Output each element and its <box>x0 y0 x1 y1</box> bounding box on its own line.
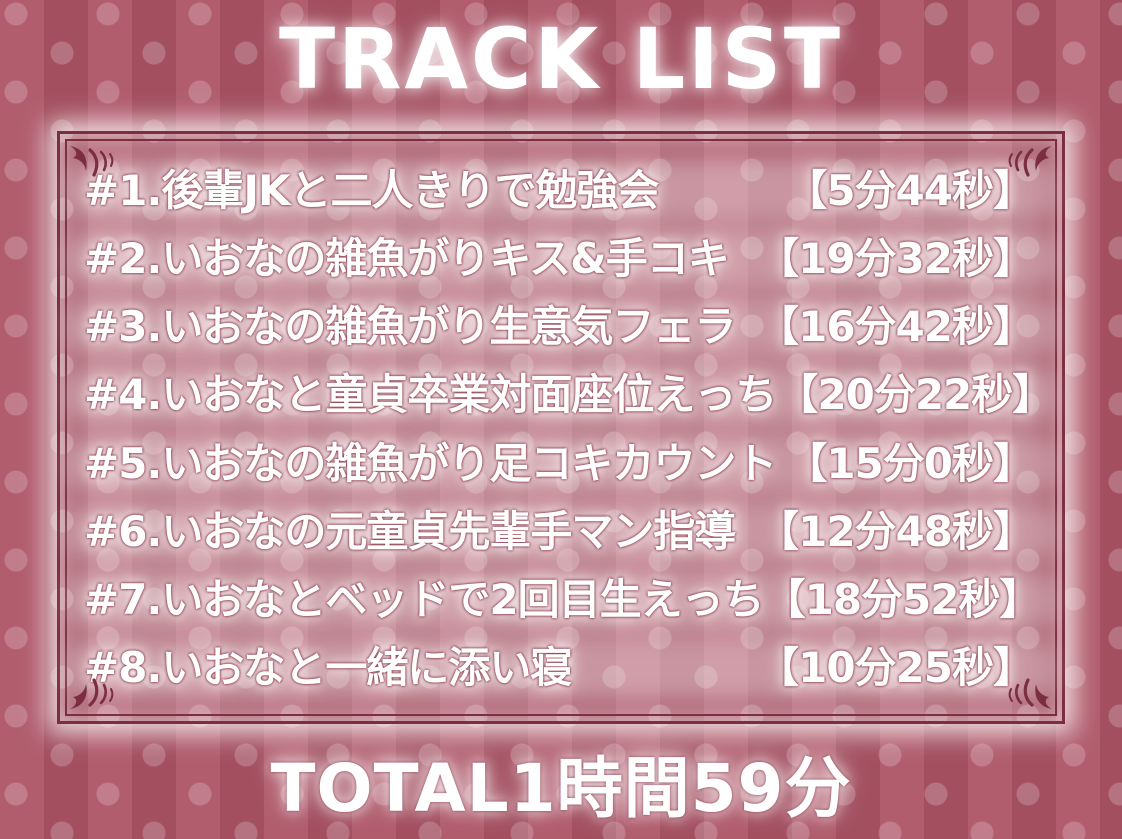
page-title: TRACK LIST <box>278 10 844 108</box>
track-label: #4.いおなと童貞卒業対面座位えっち <box>84 370 777 420</box>
track-duration: 【15分0秒】 <box>785 438 1035 488</box>
corner-flourish-icon <box>68 678 114 711</box>
track-label: #7.いおなとベッドで2回目生えっち <box>84 574 765 624</box>
track-duration: 【20分22秒】 <box>776 370 1054 420</box>
track-label: #1.後輩JKと二人きりで勉強会 <box>84 166 660 215</box>
corner-flourish-icon <box>68 144 114 177</box>
corner-flourish-icon <box>1008 678 1054 711</box>
track-row: #8.いおなと一緒に添い寝 【10分25秒】 <box>76 637 1046 699</box>
track-list: #1.後輩JKと二人きりで勉強会 【5分44秒】 #2.いおなの雑魚がりキス&手… <box>76 160 1054 699</box>
track-label: #6.いおなの元童貞先輩手マン指導 <box>84 506 736 556</box>
track-label: #2.いおなの雑魚がりキス&手コキ <box>84 234 730 284</box>
total-duration: TOTAL1時間59分 <box>270 750 852 827</box>
track-duration: 【10分25秒】 <box>757 642 1035 692</box>
track-label: #3.いおなの雑魚がり生意気フェラ <box>84 302 736 352</box>
track-row: #7.いおなとベッドで2回目生えっち 【18分52秒】 <box>76 569 1046 631</box>
track-label: #5.いおなの雑魚がり足コキカウント <box>84 438 777 488</box>
track-duration: 【19分32秒】 <box>757 234 1035 284</box>
track-duration: 【18分52秒】 <box>763 574 1042 624</box>
track-duration: 【16分42秒】 <box>757 302 1035 352</box>
track-duration: 【5分44秒】 <box>785 166 1035 215</box>
corner-flourish-icon <box>1008 144 1054 177</box>
track-row: #5.いおなの雑魚がり足コキカウント 【15分0秒】 <box>76 433 1046 495</box>
track-row: #2.いおなの雑魚がりキス&手コキ 【19分32秒】 <box>76 228 1046 290</box>
track-duration: 【12分48秒】 <box>757 506 1035 556</box>
track-row: #1.後輩JKと二人きりで勉強会 【5分44秒】 <box>76 160 1046 222</box>
track-row: #4.いおなと童貞卒業対面座位えっち 【20分22秒】 <box>76 364 1054 426</box>
track-row: #3.いおなの雑魚がり生意気フェラ 【16分42秒】 <box>76 296 1046 358</box>
tracklist-panel: #1.後輩JKと二人きりで勉強会 【5分44秒】 #2.いおなの雑魚がりキス&手… <box>57 131 1065 724</box>
track-row: #6.いおなの元童貞先輩手マン指導 【12分48秒】 <box>76 501 1046 563</box>
track-label: #8.いおなと一緒に添い寝 <box>84 642 572 692</box>
